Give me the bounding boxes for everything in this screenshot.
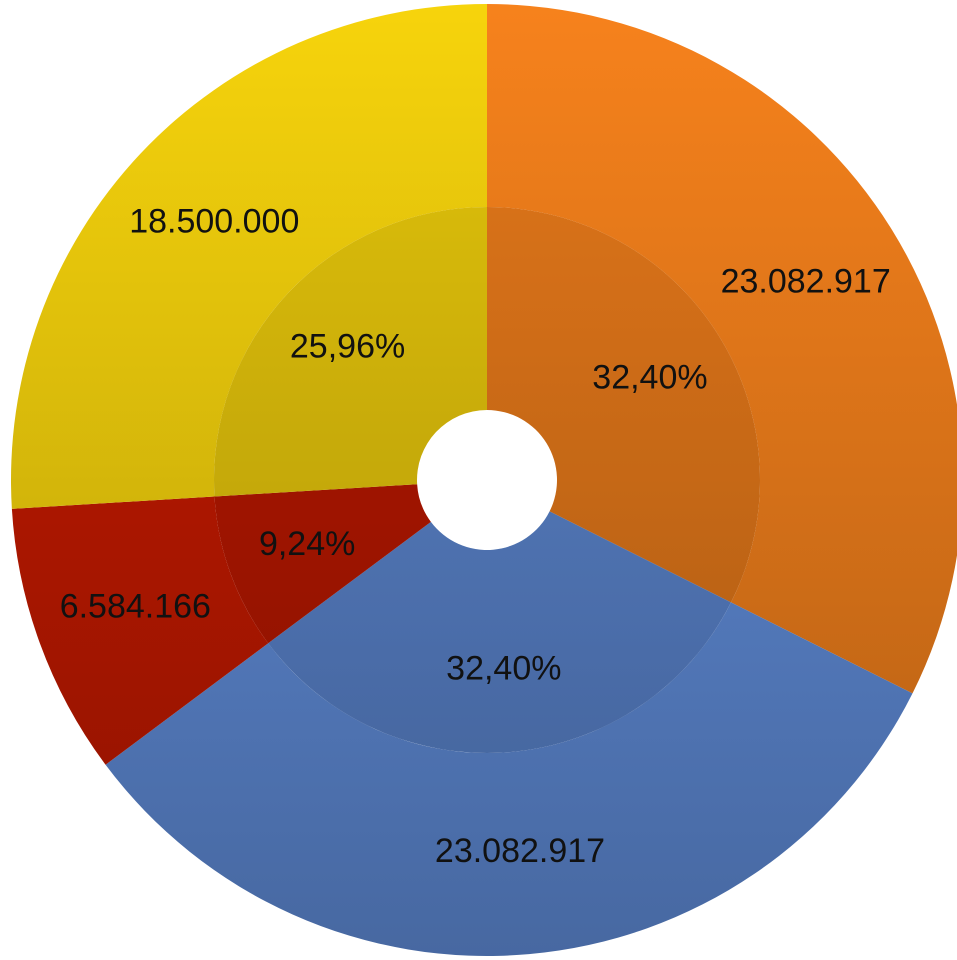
slice bbox=[105, 602, 913, 956]
slice bbox=[11, 496, 269, 765]
slice bbox=[487, 207, 760, 603]
data-label: 23.082.917 bbox=[721, 262, 891, 300]
slice bbox=[213, 207, 487, 497]
data-label: 25,96% bbox=[290, 328, 405, 366]
data-label: 6.584.166 bbox=[60, 588, 211, 626]
slice-shade bbox=[487, 207, 760, 603]
slice bbox=[11, 4, 488, 509]
data-label: 32,40% bbox=[446, 650, 561, 688]
data-label: 32,40% bbox=[592, 358, 707, 396]
slice-shade bbox=[213, 207, 487, 497]
slice-shade bbox=[268, 511, 732, 754]
slice bbox=[268, 511, 732, 754]
slice bbox=[487, 4, 957, 694]
data-label: 18.500.000 bbox=[129, 202, 299, 240]
data-label: 9,24% bbox=[259, 525, 355, 563]
data-label: 23.082.917 bbox=[435, 832, 605, 870]
slice bbox=[214, 484, 431, 644]
slice-shade bbox=[214, 484, 431, 644]
